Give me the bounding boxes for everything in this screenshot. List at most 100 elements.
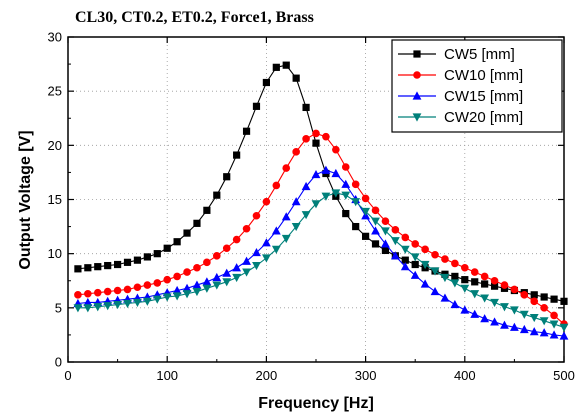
- data-point: [252, 211, 261, 220]
- data-point: [331, 168, 341, 178]
- data-point: [252, 247, 261, 257]
- data-point: [182, 283, 192, 292]
- series-3: [73, 165, 569, 340]
- y-tick-label: 0: [55, 355, 62, 370]
- data-point: [322, 132, 330, 141]
- data-point: [559, 323, 569, 332]
- y-tick-label: 20: [48, 138, 62, 153]
- data-point: [481, 280, 489, 288]
- data-point: [143, 281, 152, 289]
- data-point: [113, 286, 122, 295]
- data-point: [311, 169, 321, 179]
- data-point: [351, 198, 361, 207]
- data-point: [84, 264, 92, 272]
- y-tick-label: 5: [55, 300, 62, 315]
- data-point: [173, 272, 181, 281]
- data-point: [311, 200, 321, 209]
- data-point: [133, 283, 142, 292]
- data-point: [173, 238, 181, 246]
- data-point: [163, 275, 171, 284]
- data-point: [74, 265, 82, 273]
- data-point: [192, 287, 202, 297]
- data-point: [232, 263, 242, 272]
- data-point: [232, 273, 242, 283]
- data-point: [450, 279, 460, 288]
- data-point: [460, 284, 470, 293]
- data-point: [341, 163, 350, 171]
- data-point: [351, 180, 360, 189]
- data-point: [172, 285, 182, 295]
- data-point: [133, 298, 142, 308]
- data-point: [471, 278, 479, 286]
- data-point: [152, 295, 162, 304]
- data-point: [539, 328, 549, 337]
- data-point: [262, 197, 271, 206]
- data-point: [460, 305, 470, 314]
- data-point: [549, 320, 559, 329]
- data-point: [371, 240, 380, 248]
- data-point: [371, 217, 380, 226]
- data-point: [93, 303, 103, 312]
- data-point: [390, 237, 400, 246]
- data-point: [153, 279, 162, 287]
- data-point: [391, 226, 400, 234]
- data-point: [461, 263, 469, 272]
- data-point: [519, 310, 529, 319]
- data-point: [381, 227, 390, 236]
- x-axis-label: Frequency [Hz]: [258, 395, 374, 412]
- data-point: [500, 320, 509, 329]
- data-point: [361, 194, 370, 203]
- data-point: [222, 244, 231, 253]
- data-point: [123, 285, 132, 294]
- data-point: [83, 304, 93, 313]
- series-line: [77, 169, 565, 337]
- data-point: [540, 293, 548, 301]
- data-point: [302, 103, 310, 112]
- data-point: [342, 209, 350, 218]
- data-point: [242, 224, 251, 233]
- data-point: [530, 291, 538, 299]
- data-point: [182, 290, 192, 299]
- data-point: [193, 219, 201, 227]
- data-point: [202, 284, 212, 293]
- data-point: [530, 297, 539, 306]
- data-point: [490, 282, 499, 290]
- data-point: [203, 206, 211, 214]
- data-point: [153, 250, 161, 258]
- data-point: [420, 279, 430, 288]
- data-point: [104, 261, 112, 270]
- data-point: [84, 289, 92, 298]
- legend-label: CW5 [mm]: [444, 46, 515, 63]
- data-point: [510, 306, 519, 315]
- data-point: [242, 127, 251, 135]
- data-point: [529, 313, 539, 323]
- data-point: [213, 252, 221, 260]
- data-point: [192, 280, 202, 289]
- data-point: [529, 327, 539, 336]
- plot-area: 0 100 200 300 400 500 0 5 10 15 20 25 30: [48, 30, 575, 384]
- data-point: [500, 281, 509, 289]
- x-tick-label: 300: [355, 368, 377, 383]
- data-point: [461, 276, 469, 284]
- data-point: [440, 293, 450, 302]
- data-point: [321, 192, 331, 201]
- data-point: [440, 273, 450, 283]
- data-point: [341, 191, 351, 200]
- data-point: [371, 226, 380, 235]
- data-point: [431, 250, 439, 259]
- chart-title: CL30, CT0.2, ET0.2, Force1, Brass: [75, 9, 314, 26]
- data-point: [410, 270, 420, 279]
- y-tick-label: 25: [48, 84, 62, 99]
- data-point: [352, 222, 360, 231]
- data-point: [73, 304, 83, 313]
- data-point: [212, 281, 222, 290]
- data-point: [510, 322, 519, 331]
- data-point: [242, 256, 251, 265]
- x-tick-label: 100: [156, 368, 178, 383]
- data-point: [470, 309, 480, 318]
- data-point: [291, 222, 301, 232]
- data-point: [222, 268, 232, 277]
- data-point: [510, 285, 519, 294]
- data-point: [113, 300, 122, 310]
